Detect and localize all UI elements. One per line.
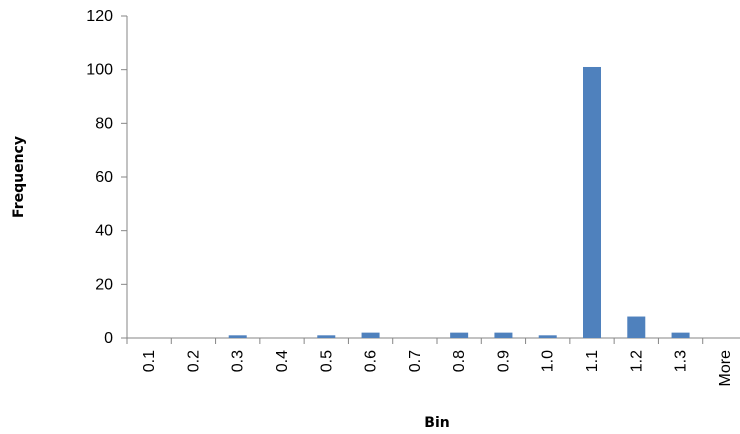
bar — [450, 332, 469, 338]
x-tick-label: 0.4 — [274, 350, 291, 372]
x-tick-label: 1.1 — [584, 350, 601, 372]
x-tick-label: 0.2 — [185, 350, 202, 372]
x-tick-label: 0.1 — [141, 350, 158, 372]
bar — [317, 335, 336, 338]
bar — [627, 316, 646, 338]
y-tick-label: 0 — [104, 330, 113, 347]
x-tick-label: 0.5 — [318, 350, 335, 372]
bars — [228, 66, 690, 338]
x-tick-label: 0.9 — [495, 350, 512, 372]
y-tick-label: 100 — [86, 62, 113, 79]
y-axis-title: Frequency — [11, 136, 27, 218]
bar — [583, 66, 601, 338]
y-tick-marks — [121, 15, 127, 339]
x-tick-label: 0.6 — [363, 350, 380, 372]
x-axis-title: Bin — [424, 415, 449, 431]
y-tick-labels: 0 20 40 60 80 100 120 — [86, 8, 113, 347]
y-axis: 0 20 40 60 80 100 120 — [86, 8, 128, 347]
x-tick-label: 1.0 — [540, 350, 557, 372]
x-tick-label: 1.2 — [628, 350, 645, 372]
y-tick-label: 60 — [95, 169, 113, 186]
bar — [538, 335, 557, 338]
x-tick-label: 1.3 — [673, 350, 690, 372]
bar — [671, 332, 690, 338]
x-tick-marks — [126, 338, 704, 344]
x-tick-label: 0.8 — [451, 350, 468, 372]
x-axis: 0.1 0.2 0.3 0.4 0.5 0.6 0.7 0.8 0.9 1.0 1.1 1.2 1.3 M… — [126, 337, 740, 387]
x-tick-label: More — [717, 350, 734, 387]
bar — [494, 332, 513, 338]
bar — [228, 335, 247, 338]
y-tick-label: 20 — [95, 276, 113, 293]
x-tick-label: 0.7 — [407, 350, 424, 372]
x-tick-label: 0.3 — [230, 350, 247, 372]
y-tick-label: 80 — [95, 115, 113, 132]
bar — [361, 332, 380, 338]
y-tick-label: 120 — [86, 8, 113, 25]
x-tick-labels: 0.1 0.2 0.3 0.4 0.5 0.6 0.7 0.8 0.9 1.0 1.1 1.2 1.3 M… — [141, 350, 734, 387]
y-tick-label: 40 — [95, 223, 113, 240]
